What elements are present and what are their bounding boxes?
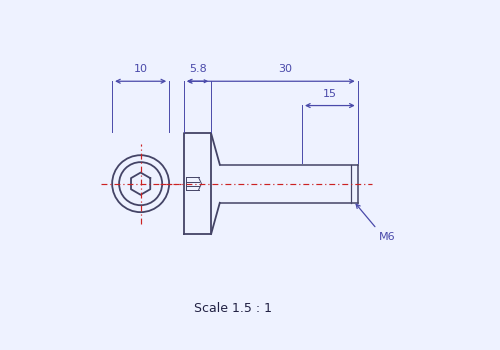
Text: Scale 1.5 : 1: Scale 1.5 : 1: [194, 302, 272, 315]
Text: 5.8: 5.8: [188, 64, 206, 74]
Text: 30: 30: [278, 64, 291, 74]
Text: M6: M6: [378, 232, 395, 242]
Text: 10: 10: [134, 64, 147, 74]
Text: 15: 15: [323, 89, 337, 99]
